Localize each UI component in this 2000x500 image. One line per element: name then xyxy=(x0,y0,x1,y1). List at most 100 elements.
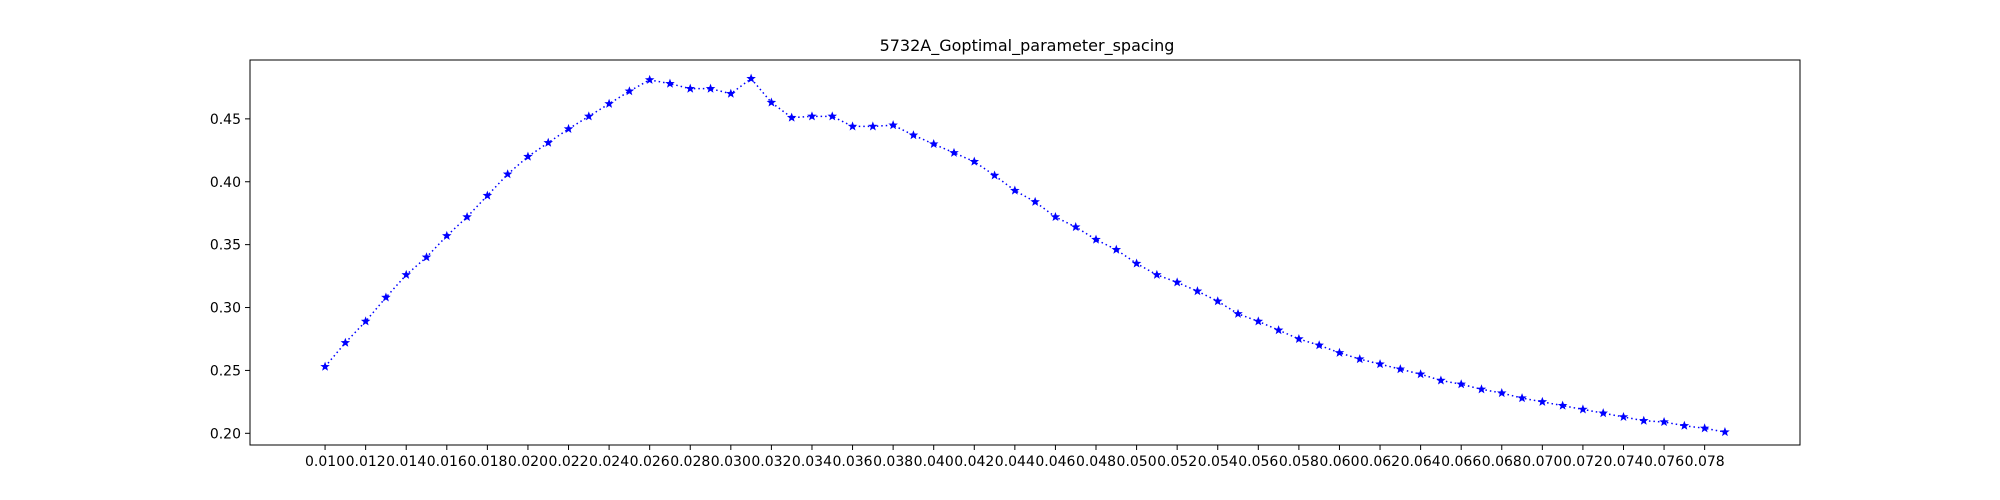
x-tick-label: 0.074 xyxy=(1603,454,1643,470)
x-tick-label: 0.046 xyxy=(1035,454,1075,470)
data-point-marker xyxy=(1578,404,1588,414)
data-point-marker xyxy=(1111,244,1122,254)
data-point-marker xyxy=(1497,388,1507,398)
data-point-marker xyxy=(868,121,878,131)
data-point-marker xyxy=(442,230,452,240)
data-point-marker xyxy=(1131,258,1142,268)
data-point-marker xyxy=(1720,427,1730,437)
y-tick-label: 0.45 xyxy=(210,112,241,128)
x-tick-label: 0.062 xyxy=(1360,454,1400,470)
data-point-marker xyxy=(786,112,797,122)
x-tick-label: 0.018 xyxy=(467,454,507,470)
data-point-marker xyxy=(969,156,980,166)
data-point-marker xyxy=(847,121,858,131)
y-tick-label: 0.30 xyxy=(210,301,241,317)
data-point-marker xyxy=(320,361,330,371)
data-point-marker xyxy=(1699,423,1710,433)
x-axis: 0.010 0.012 0.014 0.016 0.018 0.020 0.022 0.024… xyxy=(305,445,1725,470)
series-markers xyxy=(320,73,1730,437)
x-tick-label: 0.038 xyxy=(873,454,913,470)
x-tick-label: 0.020 xyxy=(508,454,548,470)
x-tick-label: 0.012 xyxy=(346,454,386,470)
data-point-marker xyxy=(1233,308,1243,318)
x-tick-label: 0.026 xyxy=(630,454,670,470)
data-point-marker xyxy=(1517,393,1527,403)
plot-frame xyxy=(249,59,1801,446)
x-tick-label: 0.014 xyxy=(386,454,426,470)
data-point-marker xyxy=(1659,416,1669,427)
data-point-marker xyxy=(1395,364,1406,374)
x-tick-label: 0.066 xyxy=(1441,454,1481,470)
data-point-marker xyxy=(1375,359,1385,369)
data-point-marker xyxy=(1436,375,1446,385)
x-tick-label: 0.028 xyxy=(670,454,710,470)
data-point-marker xyxy=(340,337,351,347)
data-point-marker xyxy=(1010,185,1020,195)
data-point-marker xyxy=(1456,379,1466,389)
data-point-marker xyxy=(1091,234,1101,244)
y-axis: 0.20 0.25 0.30 0.35 0.40 0.45 xyxy=(210,112,250,442)
chart-title: 5732A_Goptimal_parameter_spacing xyxy=(880,36,1175,56)
data-point-marker xyxy=(462,211,472,222)
data-point-marker xyxy=(989,170,1000,180)
x-tick-label: 0.060 xyxy=(1319,454,1359,470)
data-point-marker xyxy=(888,120,898,130)
x-tick-label: 0.072 xyxy=(1563,454,1603,470)
data-point-marker xyxy=(1679,420,1690,430)
data-point-marker xyxy=(1253,316,1264,326)
data-point-marker xyxy=(1476,384,1487,394)
data-point-marker xyxy=(908,130,919,140)
data-point-marker xyxy=(1070,222,1081,232)
x-tick-label: 0.022 xyxy=(548,454,588,470)
data-point-marker xyxy=(644,74,655,84)
data-point-marker xyxy=(746,73,756,83)
x-tick-label: 0.016 xyxy=(427,454,467,470)
x-tick-label: 0.034 xyxy=(792,454,832,470)
data-point-marker xyxy=(1618,411,1629,421)
data-point-marker xyxy=(360,316,371,326)
data-point-marker xyxy=(401,269,411,279)
data-point-marker xyxy=(604,98,614,108)
data-point-marker xyxy=(381,292,391,302)
data-point-marker xyxy=(1334,347,1345,357)
x-tick-label: 0.032 xyxy=(751,454,791,470)
data-point-marker xyxy=(1172,277,1182,287)
x-tick-label: 0.040 xyxy=(914,454,954,470)
data-point-marker xyxy=(949,147,959,157)
x-tick-label: 0.010 xyxy=(305,454,345,470)
data-point-marker xyxy=(665,78,675,88)
data-point-marker xyxy=(1537,396,1548,406)
x-tick-label: 0.056 xyxy=(1238,454,1278,470)
x-tick-label: 0.024 xyxy=(589,454,629,470)
x-tick-label: 0.030 xyxy=(711,454,751,470)
data-point-marker xyxy=(1598,408,1608,418)
data-point-marker xyxy=(1273,325,1284,335)
data-point-marker xyxy=(705,83,716,93)
y-tick-label: 0.35 xyxy=(210,238,241,254)
data-point-marker xyxy=(1030,196,1040,206)
data-point-marker xyxy=(1639,415,1649,425)
data-point-marker xyxy=(1355,354,1365,364)
data-point-marker xyxy=(807,111,817,121)
data-point-marker xyxy=(1557,400,1568,410)
data-point-marker xyxy=(543,137,553,147)
data-point-marker xyxy=(523,151,533,161)
y-tick-label: 0.25 xyxy=(210,363,241,379)
data-point-marker xyxy=(1294,333,1304,344)
y-tick-label: 0.20 xyxy=(210,426,241,442)
data-point-marker xyxy=(685,83,695,93)
x-tick-label: 0.076 xyxy=(1644,454,1684,470)
data-point-marker xyxy=(1152,269,1162,279)
x-tick-label: 0.048 xyxy=(1076,454,1116,470)
x-tick-label: 0.054 xyxy=(1198,454,1238,470)
y-tick-label: 0.40 xyxy=(210,175,241,191)
x-tick-label: 0.042 xyxy=(954,454,994,470)
x-tick-label: 0.078 xyxy=(1685,454,1725,470)
x-tick-label: 0.064 xyxy=(1401,454,1441,470)
x-tick-label: 0.044 xyxy=(995,454,1035,470)
data-point-marker xyxy=(928,139,939,149)
x-tick-label: 0.036 xyxy=(833,454,873,470)
x-tick-label: 0.068 xyxy=(1482,454,1522,470)
data-point-marker xyxy=(421,252,432,262)
data-point-marker xyxy=(726,88,736,98)
